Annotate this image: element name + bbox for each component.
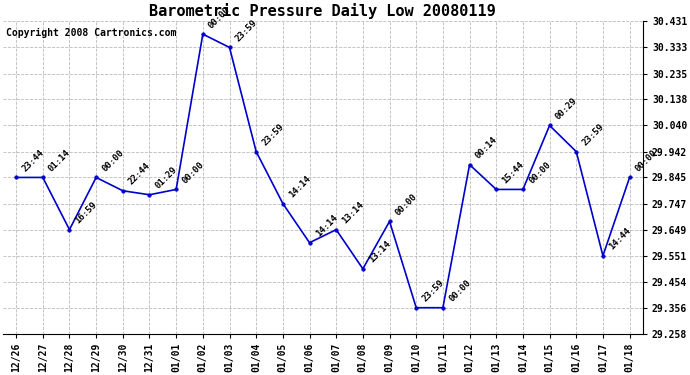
Text: 13:14: 13:14 (367, 239, 393, 265)
Text: 14:14: 14:14 (287, 174, 313, 200)
Text: 14:14: 14:14 (314, 213, 339, 238)
Text: 22:44: 22:44 (127, 161, 152, 187)
Text: 00:14: 00:14 (474, 135, 499, 160)
Text: 00:00: 00:00 (100, 148, 126, 173)
Text: 15:44: 15:44 (500, 160, 526, 185)
Text: 00:00: 00:00 (180, 160, 206, 185)
Text: 14:44: 14:44 (607, 226, 633, 252)
Text: 01:14: 01:14 (47, 148, 72, 173)
Text: 23:44: 23:44 (20, 148, 46, 173)
Text: 23:59: 23:59 (580, 122, 606, 147)
Text: 16:59: 16:59 (74, 200, 99, 225)
Text: 13:14: 13:14 (340, 200, 366, 225)
Text: 00:00: 00:00 (527, 160, 553, 185)
Text: 23:59: 23:59 (260, 122, 286, 147)
Text: 00:29: 00:29 (554, 96, 579, 122)
Text: 23:59: 23:59 (234, 18, 259, 43)
Text: 01:29: 01:29 (154, 165, 179, 190)
Title: Barometric Pressure Daily Low 20080119: Barometric Pressure Daily Low 20080119 (150, 3, 496, 19)
Text: 00:00: 00:00 (207, 4, 233, 30)
Text: Copyright 2008 Cartronics.com: Copyright 2008 Cartronics.com (6, 28, 177, 38)
Text: 00:00: 00:00 (634, 148, 659, 173)
Text: 00:00: 00:00 (394, 192, 419, 217)
Text: 23:59: 23:59 (420, 278, 446, 303)
Text: 00:00: 00:00 (447, 278, 473, 303)
